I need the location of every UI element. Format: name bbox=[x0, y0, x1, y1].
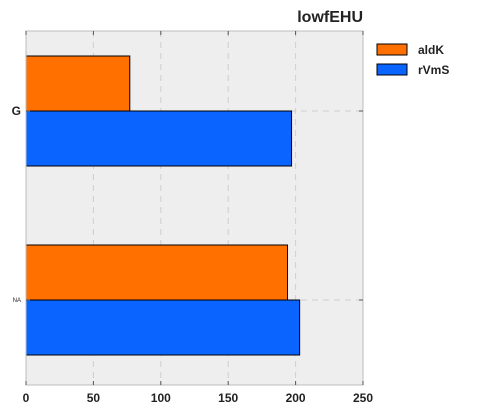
bar-aldk-g bbox=[26, 56, 130, 111]
bar-rvms-g bbox=[26, 111, 292, 166]
x-tick-label: 250 bbox=[353, 391, 373, 405]
x-tick-label: 50 bbox=[87, 391, 101, 405]
y-tick-label-g: G bbox=[12, 104, 21, 118]
legend-label-rvms: rVmS bbox=[418, 63, 449, 77]
x-tick-label: 100 bbox=[151, 391, 171, 405]
x-tick-label: 200 bbox=[286, 391, 306, 405]
bar-rvms-na bbox=[26, 300, 300, 355]
legend-swatch-rvms bbox=[377, 64, 407, 75]
chart-title: lowfEHU bbox=[297, 9, 363, 26]
legend-swatch-aldk bbox=[377, 44, 407, 55]
x-tick-label: 0 bbox=[23, 391, 30, 405]
legend-label-aldk: aldK bbox=[418, 43, 444, 57]
legend: aldK rVmS bbox=[377, 43, 449, 77]
x-tick-label: 150 bbox=[218, 391, 238, 405]
bar-aldk-na bbox=[26, 245, 288, 300]
y-tick-label-na: NA bbox=[13, 298, 21, 304]
